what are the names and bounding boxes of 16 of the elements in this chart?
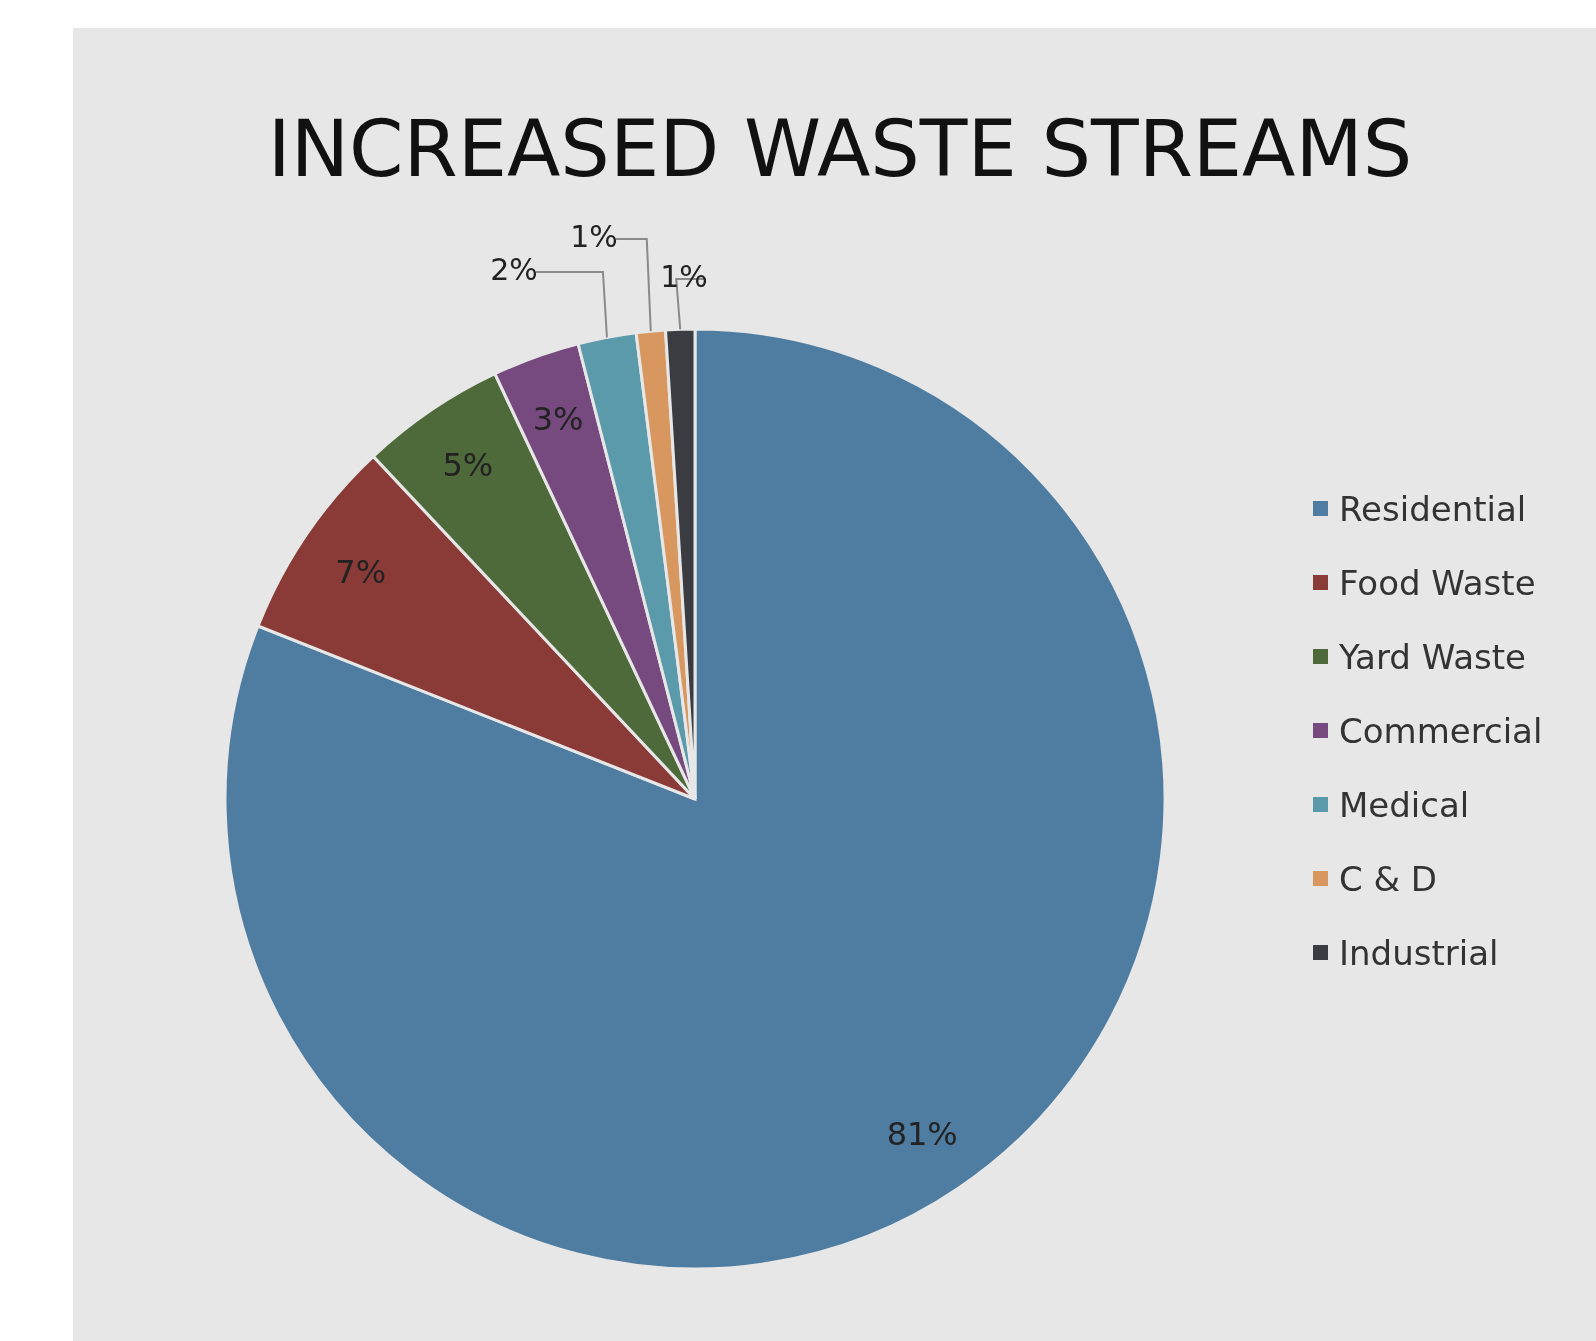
data-label: 3% <box>532 399 584 438</box>
legend-label: Industrial <box>1339 932 1499 973</box>
legend-label: Residential <box>1339 488 1527 529</box>
legend-label: Yard Waste <box>1338 636 1526 677</box>
legend-label: Food Waste <box>1339 562 1536 603</box>
data-label: 7% <box>335 553 387 592</box>
data-label: 5% <box>442 445 494 484</box>
data-label: 81% <box>886 1114 958 1153</box>
legend-label: Medical <box>1339 784 1470 825</box>
legend-label: C & D <box>1339 858 1438 899</box>
data-label: 1% <box>570 219 618 254</box>
chart-title: INCREASED WASTE STREAMS <box>267 104 1413 194</box>
data-label: 1% <box>660 259 708 294</box>
data-label: 2% <box>490 252 538 287</box>
legend-label: Commercial <box>1339 710 1543 751</box>
pie-slice <box>223 327 1167 1271</box>
